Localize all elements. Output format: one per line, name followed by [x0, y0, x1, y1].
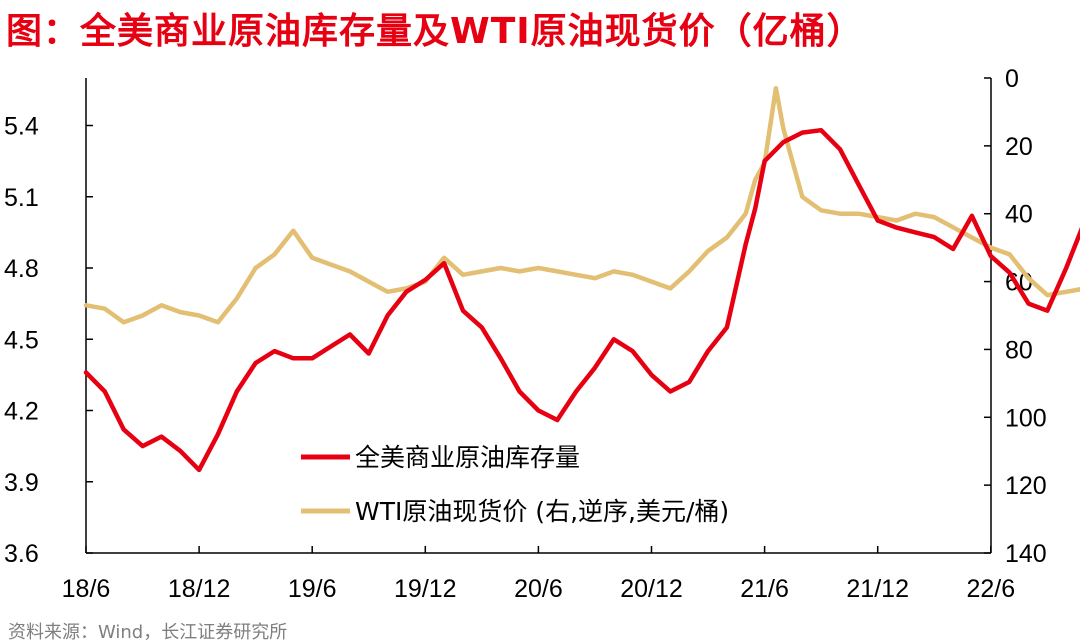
left-tick-label: 3.6: [4, 540, 39, 568]
series-line-inventory: [83, 85, 1080, 325]
left-tick-label: 4.8: [4, 255, 39, 283]
legend-label-inventory: 全美商业原油库存量: [355, 443, 580, 472]
legend: 全美商业原油库存量 WTI原油现货价 (右,逆序,美元/桶): [301, 443, 729, 526]
left-tick-label: 5.4: [4, 113, 39, 141]
x-tick-label: 22/6: [966, 575, 1015, 603]
right-tick-label: 40: [1005, 201, 1033, 229]
left-tick-label: 4.5: [4, 326, 39, 354]
left-tick-label: 4.2: [4, 398, 39, 426]
x-tick-label: 19/12: [394, 575, 457, 603]
series-line-wti: [83, 127, 1080, 473]
right-tick-label: 0: [1005, 65, 1019, 93]
right-tick-label: 20: [1005, 133, 1033, 161]
right-tick-label: 140: [1005, 540, 1047, 568]
x-tick-label: 20/12: [620, 575, 683, 603]
left-tick-labels: 3.6 3.9 4.2 4.5 4.8 5.1 5.4: [4, 113, 93, 568]
chart-title: 图：全美商业原油库存量及WTI原油现货价（亿桶）: [6, 11, 864, 52]
x-tick-label: 18/12: [168, 575, 231, 603]
legend-label-wti: WTI原油现货价 (右,逆序,美元/桶): [355, 497, 729, 526]
right-tick-label: 120: [1005, 472, 1047, 500]
x-tick-label: 20/6: [514, 575, 563, 603]
x-tick-label: 19/6: [288, 575, 337, 603]
x-tick-labels: 18/6 18/12 19/6 19/12 20/6 20/12 21/6 21/12 22/6: [62, 546, 1015, 603]
x-tick-label: 18/6: [62, 575, 111, 603]
x-tick-label: 21/12: [846, 575, 909, 603]
x-tick-label: 21/6: [740, 575, 789, 603]
right-tick-label: 80: [1005, 336, 1033, 364]
source-note: 资料来源：Wind，长江证券研究所: [8, 622, 288, 643]
left-tick-label: 3.9: [4, 469, 39, 497]
left-tick-label: 5.1: [4, 184, 39, 212]
series-layer: [83, 85, 1080, 473]
right-tick-label: 100: [1005, 404, 1047, 432]
